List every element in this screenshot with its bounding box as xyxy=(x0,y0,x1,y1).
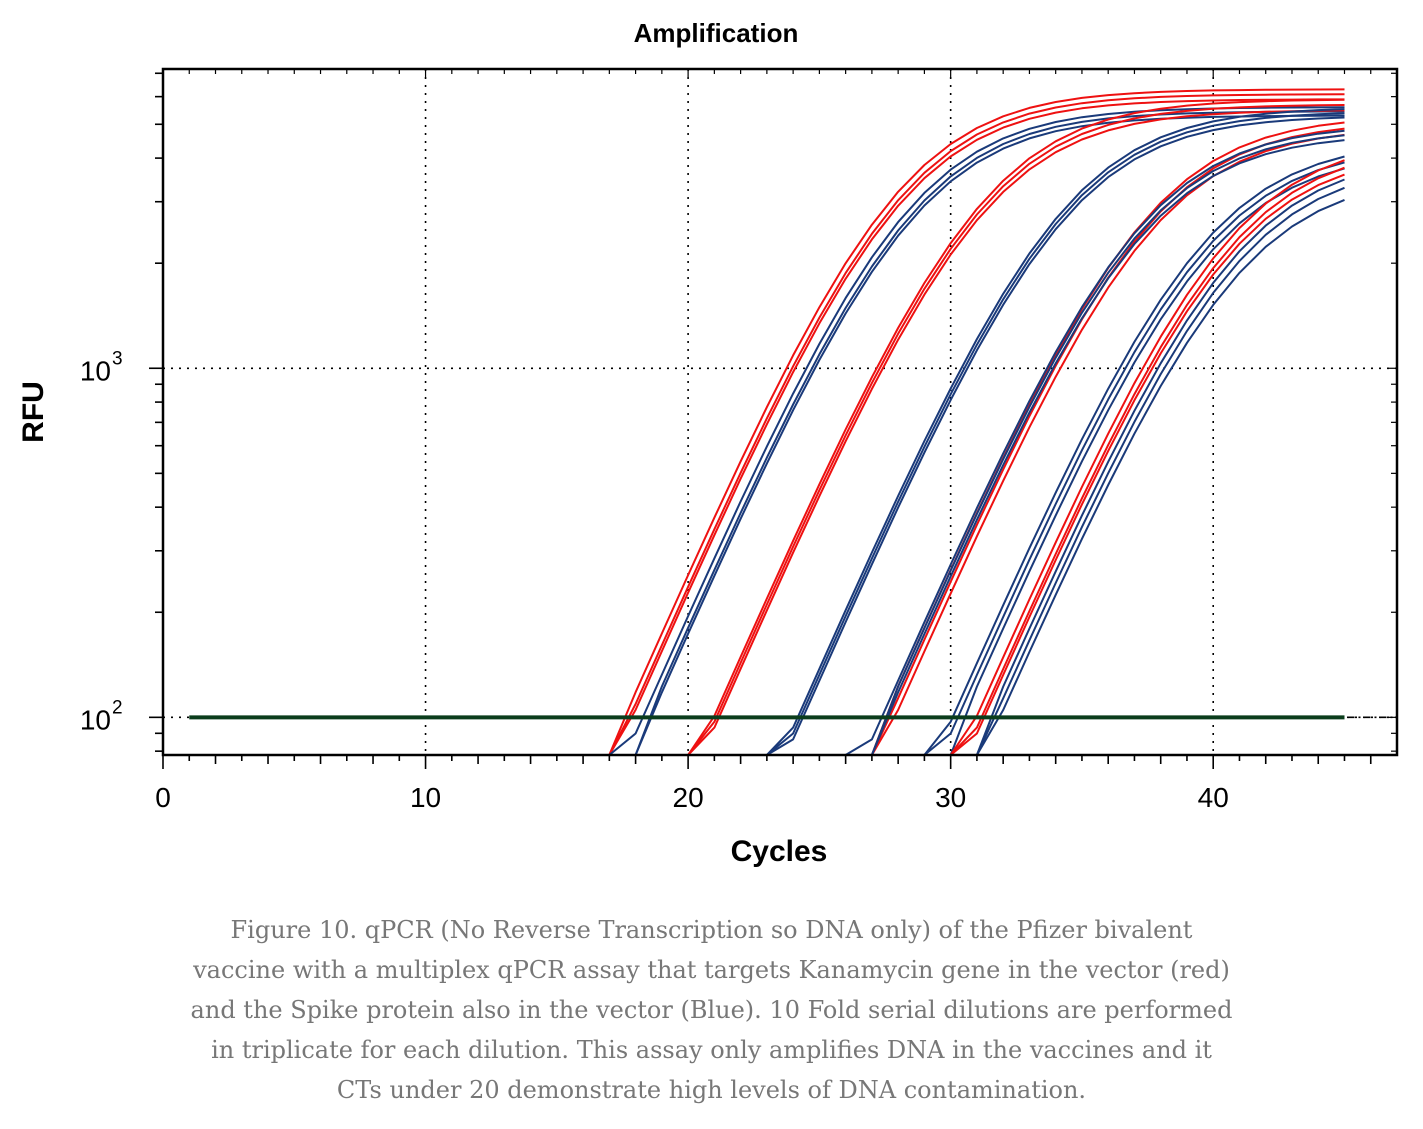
y-tick-label-base: 10 xyxy=(80,704,111,735)
x-tick-label: 30 xyxy=(935,782,966,813)
blue-amplification-curve xyxy=(975,186,1345,756)
red-amplification-curve xyxy=(608,98,1345,756)
plot-frame xyxy=(161,67,1399,757)
caption-line: vaccine with a multiplex qPCR assay that… xyxy=(193,956,1230,984)
x-axis-label: Cycles xyxy=(731,835,828,868)
red-amplification-curve xyxy=(687,98,1345,756)
red-amplification-curve xyxy=(687,104,1345,756)
red-amplification-curve xyxy=(870,127,1345,756)
blue-amplification-curve xyxy=(766,116,1345,756)
figure-caption: Figure 10. qPCR (No Reverse Transcriptio… xyxy=(190,910,1233,1110)
blue-amplification-curve xyxy=(634,110,1345,756)
blue-amplification-curve xyxy=(608,106,1345,756)
x-tick-label: 20 xyxy=(673,782,704,813)
chart-title: Amplification xyxy=(634,18,799,48)
caption-line: in triplicate for each dilution. This as… xyxy=(211,1036,1212,1064)
y-axis-label: RFU xyxy=(17,381,50,443)
y-tick-label-base: 10 xyxy=(80,355,111,386)
caption-line: and the Spike protein also in the vector… xyxy=(190,996,1233,1024)
red-amplification-curve xyxy=(687,109,1345,756)
blue-amplification-curve xyxy=(845,129,1345,756)
red-amplification-curve xyxy=(608,93,1345,756)
y-tick-label-exponent: 2 xyxy=(112,697,123,718)
blue-amplification-curve xyxy=(766,112,1345,756)
blue-amplification-curve xyxy=(766,108,1345,756)
red-amplification-curve xyxy=(608,88,1345,756)
y-tick-label-exponent: 3 xyxy=(112,348,123,369)
x-tick-label: 0 xyxy=(155,782,171,813)
x-tick-label: 10 xyxy=(410,782,441,813)
blue-amplification-curve xyxy=(923,161,1345,756)
red-amplification-curve xyxy=(949,166,1345,756)
blue-amplification-curve xyxy=(949,167,1345,756)
blue-amplification-curve xyxy=(870,134,1345,756)
blue-amplification-curve xyxy=(870,139,1345,756)
blue-amplification-curve xyxy=(634,114,1345,756)
series-layer xyxy=(608,88,1345,756)
blue-amplification-curve xyxy=(923,155,1345,756)
blue-amplification-curve xyxy=(975,178,1345,756)
red-amplification-curve xyxy=(949,159,1345,756)
red-amplification-curve xyxy=(950,173,1345,756)
red-amplification-curve xyxy=(870,121,1345,756)
blue-amplification-curve xyxy=(976,198,1345,756)
red-amplification-curve xyxy=(871,133,1345,756)
x-tick-label: 40 xyxy=(1198,782,1229,813)
caption-line: Figure 10. qPCR (No Reverse Transcriptio… xyxy=(230,916,1193,944)
caption-line: CTs under 20 demonstrate high levels of … xyxy=(336,1076,1087,1104)
